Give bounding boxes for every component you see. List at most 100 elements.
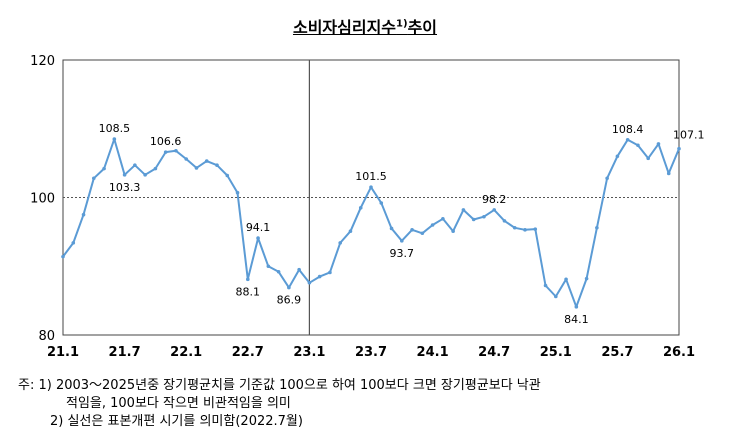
footnote-2: 2) 실선은 표본개편 시기를 의미함(2022.7월) (50, 414, 303, 429)
chart-title-text: 소비자심리지수1)추이 (293, 18, 437, 37)
data-point (400, 239, 404, 243)
footnotes: 주: 1) 2003～2025년중 장기평균치를 기준값 100으로 하여 10… (0, 377, 730, 431)
data-label: 108.5 (99, 122, 131, 135)
data-point (297, 267, 301, 272)
data-point (143, 173, 147, 177)
data-point (328, 270, 332, 275)
x-tick-label: 24.7 (478, 345, 510, 360)
data-point (256, 236, 260, 240)
data-label: 108.4 (612, 123, 644, 136)
data-label: 88.1 (236, 285, 261, 298)
chart-title: 소비자심리지수1)추이 (0, 14, 730, 38)
data-point (266, 264, 271, 269)
data-point (174, 148, 178, 153)
x-tick-label: 24.1 (417, 345, 449, 360)
axes: 80 100 120 21.1 21.7 22.1 22.7 23.1 23.7 24.1 24.7… (30, 54, 695, 360)
data-point (430, 223, 435, 227)
chart-title-suffix: 추이 (407, 18, 438, 37)
x-tick-label: 25.7 (601, 345, 633, 360)
data-point (246, 277, 250, 282)
y-tick-label: 80 (38, 329, 55, 344)
data-point (471, 217, 476, 222)
data-point (595, 225, 599, 230)
x-tick-label: 26.1 (663, 345, 695, 360)
data-point (656, 142, 661, 146)
data-point (420, 231, 425, 236)
data-point (153, 166, 158, 171)
data-point (92, 176, 96, 181)
data-point (369, 185, 373, 189)
data-point (133, 163, 137, 167)
data-point (379, 201, 384, 205)
data-point (61, 254, 65, 259)
data-point (492, 208, 497, 212)
data-point (564, 277, 568, 282)
data-point (584, 276, 589, 281)
data-point (461, 208, 466, 212)
data-point (502, 219, 507, 223)
data-point (512, 225, 517, 230)
data-labels: 108.5 103.3 106.6 88.1 94.1 86.9 101.5 93.7 98.2… (99, 122, 705, 326)
data-point (235, 190, 240, 195)
data-point (215, 163, 219, 167)
chart-title-main: 소비자심리지수 (292, 18, 397, 37)
data-point (102, 166, 106, 171)
data-point (523, 228, 527, 232)
data-point (677, 146, 681, 151)
data-point (410, 228, 414, 232)
x-tick-label: 21.7 (109, 345, 141, 360)
data-point (122, 173, 127, 177)
y-tick-label: 120 (30, 54, 55, 69)
data-label: 106.6 (150, 135, 182, 148)
data-point (194, 166, 199, 170)
data-label: 98.2 (482, 193, 507, 206)
data-label: 101.5 (355, 170, 387, 183)
line-chart: 80 100 120 21.1 21.7 22.1 22.7 23.1 23.7 24.1 24.7… (30, 54, 705, 360)
x-tick-label: 23.1 (293, 345, 325, 360)
data-point (287, 285, 291, 290)
data-point (225, 173, 230, 178)
y-tick-label: 100 (30, 192, 55, 207)
data-point (605, 176, 609, 181)
footnote-1-continued: 적임을, 100보다 작으면 비관적임을 의미 (66, 396, 291, 411)
data-point (184, 157, 188, 161)
data-label: 94.1 (246, 221, 271, 234)
chart-title-footnote-marker: 1) (396, 18, 408, 30)
data-label: 86.9 (277, 294, 302, 307)
data-point (666, 171, 671, 176)
x-tick-label: 23.7 (355, 345, 387, 360)
data-point (163, 150, 168, 154)
x-tick-label: 25.1 (540, 345, 572, 360)
x-tick-label: 22.7 (232, 345, 264, 360)
data-point (338, 241, 343, 245)
data-point (574, 305, 579, 309)
data-point (81, 212, 86, 217)
series-line (62, 138, 680, 308)
data-point (451, 229, 455, 233)
data-label: 93.7 (390, 247, 415, 260)
x-tick-label: 22.1 (170, 345, 202, 360)
data-point (204, 159, 209, 163)
data-point (358, 206, 363, 210)
data-label: 84.1 (564, 313, 589, 326)
data-point (348, 229, 353, 233)
data-point (307, 280, 312, 285)
data-point (543, 283, 548, 288)
data-point (71, 241, 76, 245)
data-point (554, 294, 558, 299)
data-point (636, 143, 640, 148)
chart-marks (61, 60, 681, 335)
data-point (625, 137, 630, 142)
data-point (112, 137, 117, 141)
data-point (482, 214, 486, 219)
data-point (389, 226, 394, 231)
x-tick-label: 21.1 (47, 345, 79, 360)
data-point (615, 154, 620, 159)
data-point (441, 217, 445, 221)
data-label: 103.3 (109, 181, 141, 194)
footnote-1: 주: 1) 2003～2025년중 장기평균치를 기준값 100으로 하여 10… (18, 378, 541, 393)
data-point (646, 156, 650, 161)
data-point (533, 227, 538, 231)
data-label: 107.1 (673, 129, 705, 142)
data-point (276, 269, 281, 274)
